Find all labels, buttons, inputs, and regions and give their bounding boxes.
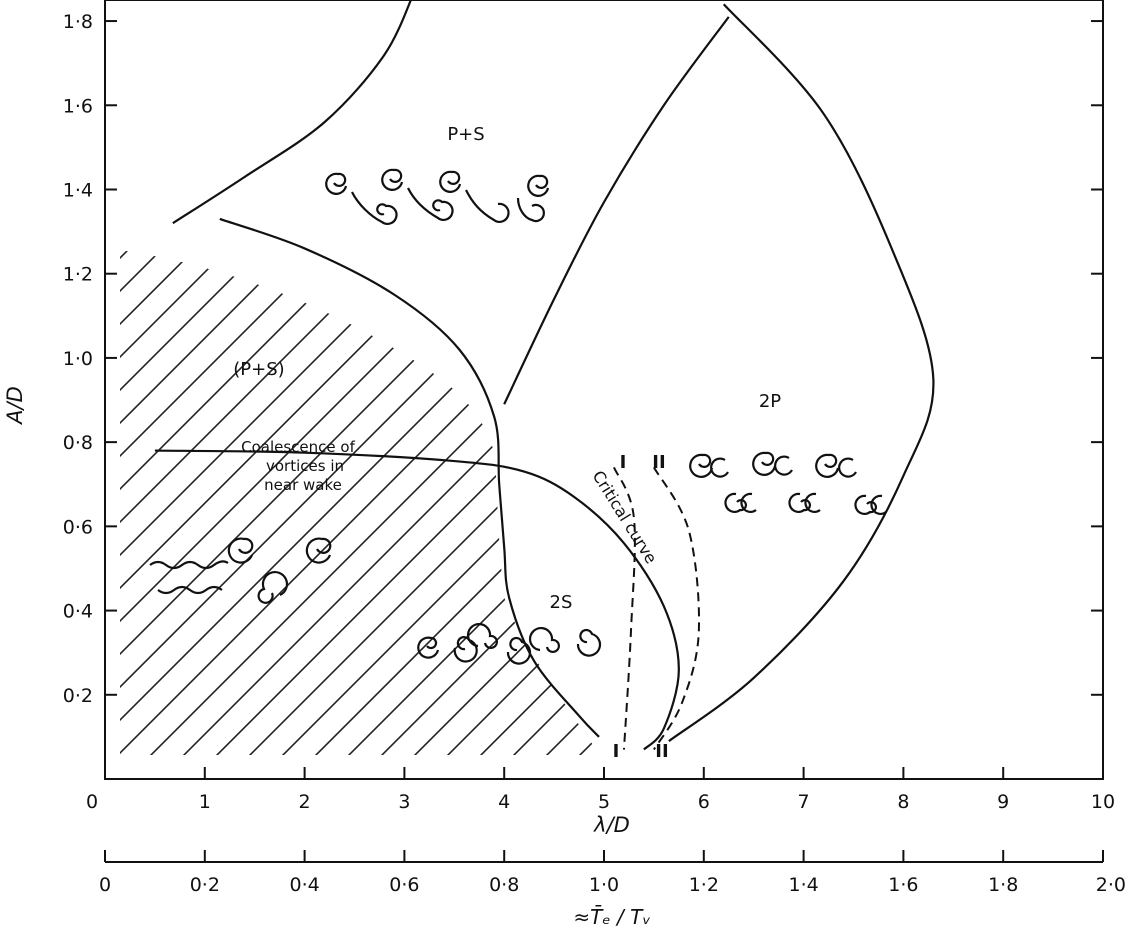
secondary-x-tick-label: 1·6 bbox=[888, 874, 918, 896]
hatch-line bbox=[654, 160, 1128, 780]
vortex-sketch-near-wake bbox=[149, 537, 332, 604]
region-label-ps: P+S bbox=[447, 124, 484, 145]
hatch-line bbox=[120, 250, 600, 755]
region-label-2p: 2P bbox=[759, 391, 781, 412]
x-axis-label: λ/D bbox=[593, 813, 630, 837]
region-label-2s: 2S bbox=[550, 592, 573, 613]
x-tick-label: 0 bbox=[86, 791, 98, 813]
hatch-line bbox=[0, 160, 119, 780]
hatch-line bbox=[587, 250, 600, 755]
hatch-line bbox=[819, 160, 1128, 780]
secondary-x-tick-label: 1·2 bbox=[689, 874, 719, 896]
dashed-curve-II bbox=[653, 466, 701, 751]
hatched-region bbox=[0, 160, 1128, 780]
hatch-line bbox=[455, 250, 600, 755]
annotation-coalescence-3: near wake bbox=[264, 476, 342, 494]
marker-II-top: II bbox=[652, 452, 665, 473]
vortex-sketch-2p bbox=[689, 451, 887, 515]
y-tick-label: 1·0 bbox=[63, 348, 93, 370]
hatch-line bbox=[885, 160, 1128, 780]
hatch-line bbox=[290, 250, 600, 755]
boundary-curve-1 bbox=[172, 0, 413, 225]
hatch-line bbox=[120, 250, 600, 755]
y-tick-label: 1·6 bbox=[63, 95, 93, 117]
hatch-line bbox=[158, 250, 600, 755]
secondary-x-tick-label: 0 bbox=[99, 874, 111, 896]
y-tick-label: 1·4 bbox=[63, 179, 93, 201]
hatch-line bbox=[753, 160, 1128, 780]
annotation-coalescence-1: Coalescence of bbox=[241, 438, 355, 456]
vortex-sketch-ps bbox=[325, 168, 550, 225]
hatch-line bbox=[125, 250, 600, 755]
secondary-x-tick-label: 0·6 bbox=[389, 874, 419, 896]
secondary-x-tick-label: 2·0 bbox=[1096, 874, 1126, 896]
hatch-line bbox=[120, 250, 252, 755]
hatch-line bbox=[120, 250, 285, 755]
secondary-x-axis-ticks: 0 0·2 0·4 0·6 0·8 1·0 1·2 1·4 1·6 1·8 2·0 bbox=[99, 850, 1126, 896]
hatch-line bbox=[389, 250, 600, 755]
marker-II-bottom: II bbox=[655, 741, 668, 762]
y-tick-label: 0·2 bbox=[63, 685, 93, 707]
y-axis-label: A/D bbox=[3, 386, 27, 426]
boundary-curve-4 bbox=[503, 16, 730, 405]
secondary-x-axis-label: ≈T̄ₑ / Tᵥ bbox=[573, 904, 650, 929]
hatch-line bbox=[323, 250, 600, 755]
hatch-line bbox=[422, 250, 600, 755]
plot-frame bbox=[104, 0, 1104, 780]
secondary-x-tick-label: 0·4 bbox=[289, 874, 319, 896]
secondary-x-tick-label: 1·4 bbox=[788, 874, 818, 896]
marker-I-bottom: I bbox=[613, 741, 620, 762]
hatch-line bbox=[488, 250, 600, 755]
y-tick-label: 0·6 bbox=[63, 516, 93, 538]
y-tick-label: 0·8 bbox=[63, 432, 93, 454]
hatch-line bbox=[521, 250, 600, 755]
dashed-curve-I bbox=[613, 466, 636, 750]
y-tick-label: 0·4 bbox=[63, 601, 93, 623]
x-tick-label: 1 bbox=[199, 791, 211, 813]
x-tick-label: 9 bbox=[997, 791, 1009, 813]
hatch-line bbox=[554, 250, 600, 755]
boundary-curves bbox=[154, 0, 935, 751]
hatch-line bbox=[356, 250, 600, 755]
hatch-line bbox=[720, 160, 1128, 780]
y-axis-ticks: 0·2 0·4 0·6 0·8 1·0 1·2 1·4 1·6 1·8 bbox=[63, 11, 1103, 707]
x-tick-label: 2 bbox=[299, 791, 311, 813]
hatch-line bbox=[687, 160, 1128, 780]
hatch-line bbox=[0, 160, 20, 780]
dashed-curves bbox=[613, 466, 701, 751]
x-tick-label: 5 bbox=[598, 791, 610, 813]
y-tick-label: 1·8 bbox=[63, 11, 93, 33]
hatch-line bbox=[0, 160, 53, 780]
secondary-x-tick-label: 0·8 bbox=[489, 874, 519, 896]
x-tick-label: 8 bbox=[897, 791, 909, 813]
hatch-line bbox=[621, 160, 1128, 780]
marker-I-top: I bbox=[620, 452, 627, 473]
x-axis-ticks: 0 1 2 3 4 5 6 7 8 9 10 bbox=[86, 767, 1115, 813]
region-label-ps-hatched: (P+S) bbox=[233, 359, 284, 380]
y-tick-label: 1·2 bbox=[63, 264, 93, 286]
boundary-curve-5 bbox=[668, 3, 935, 742]
secondary-x-tick-label: 0·2 bbox=[190, 874, 220, 896]
secondary-x-tick-label: 1·8 bbox=[988, 874, 1018, 896]
hatch-line bbox=[257, 250, 600, 755]
vortex-sketch-2s bbox=[417, 622, 602, 665]
x-tick-label: 4 bbox=[498, 791, 510, 813]
secondary-x-tick-label: 1·0 bbox=[589, 874, 619, 896]
x-tick-label: 10 bbox=[1091, 791, 1115, 813]
x-tick-label: 3 bbox=[398, 791, 410, 813]
x-tick-label: 7 bbox=[798, 791, 810, 813]
x-tick-label: 6 bbox=[698, 791, 710, 813]
boundary-curve-3 bbox=[154, 449, 680, 751]
annotation-coalescence-2: vortices in bbox=[266, 457, 344, 475]
